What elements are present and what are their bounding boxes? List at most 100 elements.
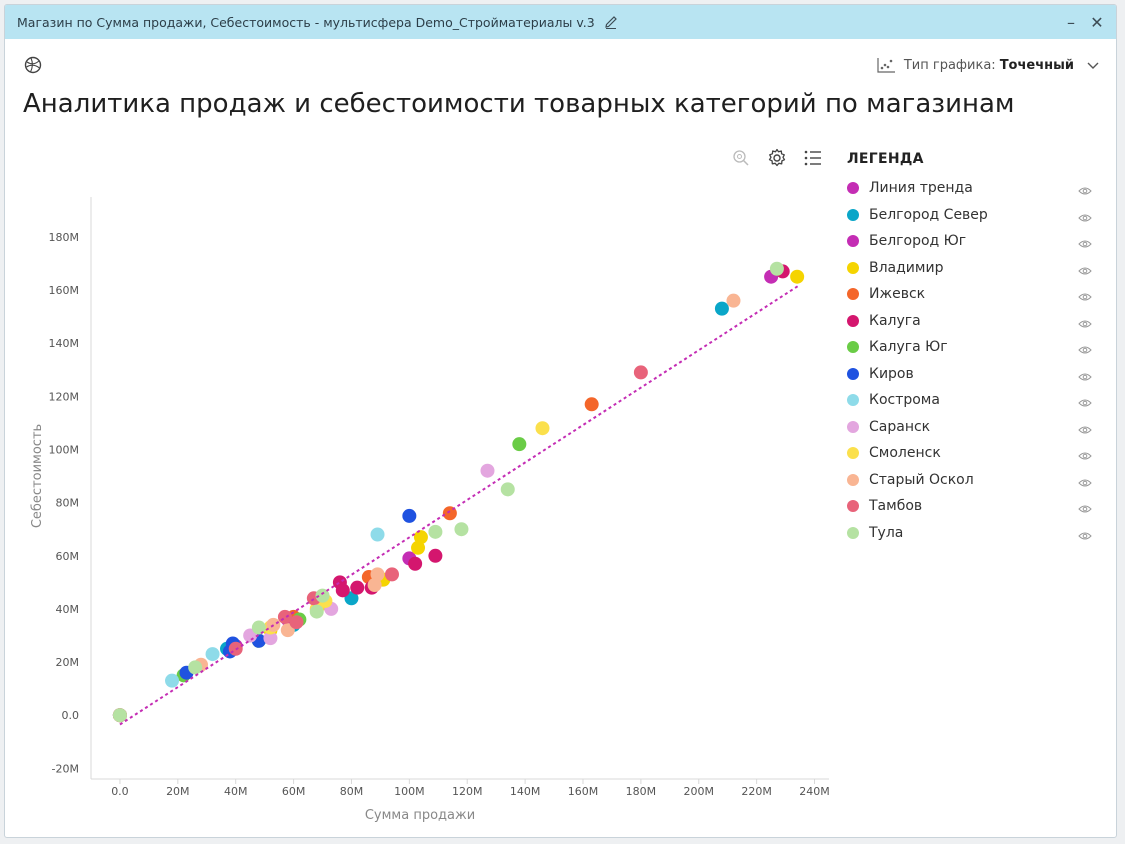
legend-item[interactable]: Кострома [847,387,1097,414]
scatter-chart: -20M 0.0 20M 40M 60M 80M 100M 120M 140M 160M 180M 0… [30,197,830,823]
y-tick-label: 20M [56,656,80,669]
legend-item[interactable]: Смоленск [847,440,1097,467]
x-tick-label: 100M [394,785,425,798]
chart-legend: ЛЕГЕНДА Линия тренда Белгород Север Белгор… [847,151,1097,546]
eye-icon[interactable] [1078,182,1092,195]
data-point [512,437,527,452]
legend-swatch [847,235,859,248]
eye-icon[interactable] [1078,474,1092,486]
data-point [454,522,469,537]
data-point [367,578,382,592]
x-tick-label: 200M [684,785,715,798]
x-tick-label: 140M [510,785,541,798]
legend-swatch [847,526,859,539]
eye-icon[interactable] [1078,368,1092,380]
x-tick-label: 240M [799,785,830,798]
legend-swatch [847,182,859,195]
y-tick-label: 60M [56,550,80,563]
data-point [408,556,423,571]
legend-item[interactable]: Калуга [847,308,1097,335]
data-point [165,673,180,688]
chevron-down-icon[interactable] [1086,58,1100,72]
legend-swatch [847,261,859,274]
legend-item-label: Линия тренда [869,180,973,197]
legend-item-label: Киров [869,365,914,382]
window-title: Магазин по Сумма продажи, Себестоимость … [17,14,595,30]
settings-gear-icon[interactable] [766,147,788,169]
trend-line [119,283,801,726]
legend-item-label: Белгород Север [869,206,988,223]
eye-icon[interactable] [1078,209,1092,221]
close-button[interactable]: ✕ [1090,12,1104,32]
data-point [584,397,599,412]
zoom-icon[interactable] [730,147,752,169]
legend-item[interactable]: Линия тренда [847,175,1097,202]
data-point [428,524,443,539]
data-point [112,708,127,723]
legend-item[interactable]: Ижевск [847,281,1097,308]
data-point [769,261,784,276]
chart-type-selector[interactable]: Тип графика: Точечный [876,55,1100,75]
legend-item[interactable]: Тамбов [847,493,1097,520]
eye-icon[interactable] [1078,500,1092,513]
window-titlebar: Магазин по Сумма продажи, Себестоимость … [5,5,1116,39]
legend-item[interactable]: Саранск [847,414,1097,441]
eye-icon[interactable] [1078,341,1092,354]
legend-item[interactable]: Белгород Юг [847,228,1097,255]
eye-icon[interactable] [1078,288,1092,301]
legend-item[interactable]: Владимир [847,255,1097,282]
y-tick-label: -20M [52,762,79,775]
chart-tools [730,147,824,169]
data-point [251,620,266,635]
legend-item[interactable]: Белгород Север [847,202,1097,229]
minimize-button[interactable]: – [1067,12,1075,32]
legend-item-label: Тула [869,524,904,541]
data-point [726,293,741,308]
data-point [370,527,385,542]
legend-item-label: Саранск [869,418,931,435]
data-point [384,567,399,582]
eye-icon[interactable] [1078,315,1092,327]
legend-swatch [847,341,859,354]
eye-icon[interactable] [1078,421,1092,433]
x-axis-label: Сумма продажи [365,808,475,823]
y-tick-label: 180M [49,231,80,244]
eye-icon[interactable] [1078,527,1092,539]
data-point [790,269,805,284]
legend-swatch [847,367,859,380]
legend-item[interactable]: Киров [847,361,1097,388]
data-point [277,609,292,624]
x-tick-label: 20M [166,785,190,798]
data-point [350,580,365,595]
data-point [370,567,385,582]
legend-item[interactable]: Старый Оскол [847,467,1097,494]
legend-swatch [847,288,859,301]
page-title: Аналитика продаж и себестоимости товарны… [23,89,1015,119]
legend-item[interactable]: Тула [847,520,1097,547]
eye-icon[interactable] [1078,262,1092,274]
data-point [309,604,324,619]
eye-icon[interactable] [1078,394,1092,407]
legend-item-label: Тамбов [869,498,923,515]
legend-swatch [847,473,859,486]
y-tick-label: 140M [49,337,80,350]
legend-item-label: Калуга Юг [869,339,948,356]
data-point [402,508,417,523]
y-tick-label: 100M [49,443,80,456]
data-point [428,548,443,563]
legend-item-label: Смоленск [869,445,941,462]
legend-item[interactable]: Калуга Юг [847,334,1097,361]
app-window: Магазин по Сумма продажи, Себестоимость … [4,4,1117,838]
legend-swatch [847,447,859,460]
x-tick-label: 220M [741,785,772,798]
eye-icon[interactable] [1078,447,1092,460]
eye-icon[interactable] [1078,235,1092,248]
legend-list-icon[interactable] [802,147,824,169]
data-point [535,421,550,436]
edit-title-icon[interactable] [603,14,619,30]
legend-item-label: Кострома [869,392,940,409]
data-point [188,660,203,675]
y-tick-label: 160M [49,284,80,297]
legend-item-label: Белгород Юг [869,233,967,250]
data-point [205,647,220,662]
